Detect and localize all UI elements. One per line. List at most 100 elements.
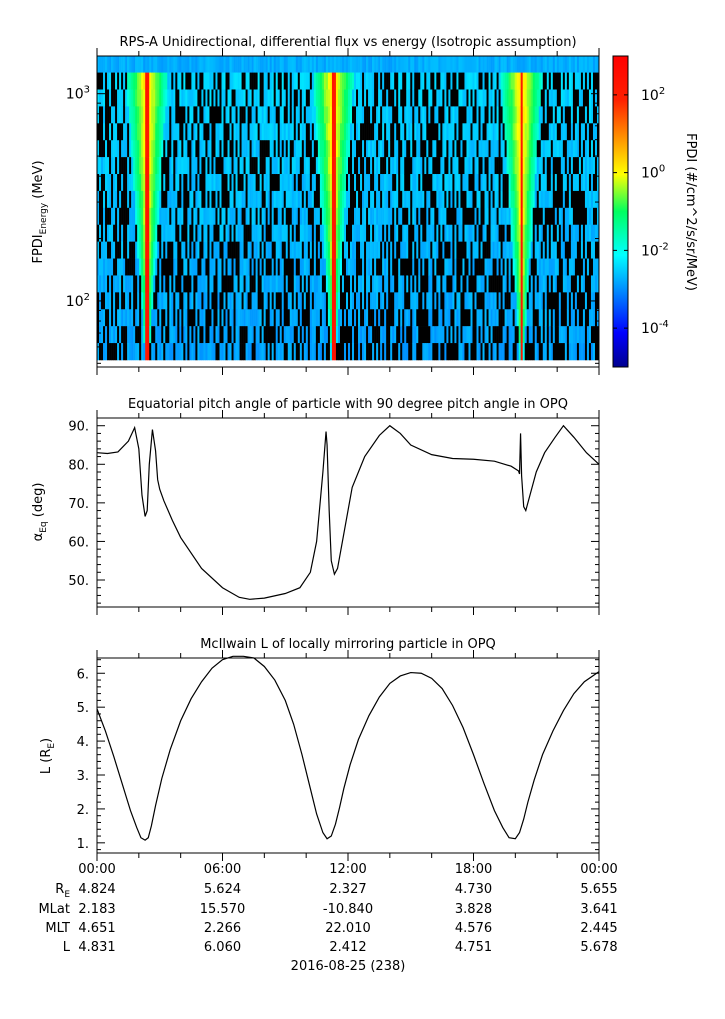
spectrogram-cell [189, 326, 192, 344]
spectrogram-cell [251, 123, 254, 141]
spectrogram-cell [468, 72, 471, 90]
spectrogram-cell [538, 89, 542, 107]
spectrogram-cell [253, 292, 256, 310]
spectrogram-cell [325, 157, 329, 175]
spectrogram-cell [536, 174, 540, 192]
spectrogram-cell [195, 343, 198, 361]
ephemeris-value: 6.060 [204, 940, 241, 955]
spectrogram-cell [446, 89, 449, 107]
spectrogram-cell [444, 275, 447, 293]
spectrogram-cell [307, 174, 311, 192]
spectrogram-cell [199, 89, 202, 107]
spectrogram-cell [159, 207, 162, 226]
spectrogram-cell [380, 224, 383, 242]
spectrogram-cell [594, 89, 598, 107]
spectrogram-cell [253, 55, 256, 73]
spectrogram-cell [592, 174, 596, 192]
spectrogram-cell [311, 89, 315, 107]
spectrogram-cell [428, 275, 431, 293]
spectrogram-cell [223, 55, 226, 73]
spectrogram-cell [432, 258, 435, 276]
mcilwain-l-panel: McIlwain L of locally mirroring particle… [39, 637, 600, 861]
spectrogram-cell [99, 140, 102, 158]
spectrogram-cell [476, 190, 479, 209]
spectrogram-cell [171, 157, 174, 175]
spectrogram-cell [366, 106, 369, 124]
spectrogram-cell [291, 106, 295, 124]
spectrogram-cell [480, 309, 483, 327]
spectrogram-cell [291, 157, 295, 175]
spectrogram-cell [472, 72, 475, 90]
spectrogram-cell [522, 326, 526, 344]
spectrogram-cell [514, 241, 517, 259]
spectrogram-cell [281, 140, 285, 158]
spectrogram-cell [103, 326, 106, 344]
spectrogram-cell [277, 174, 281, 192]
spectrogram-cell [386, 207, 389, 226]
spectrogram-cell [257, 309, 260, 327]
spectrogram-cell [125, 174, 128, 192]
spectrogram-cell [273, 123, 277, 141]
spectrogram-cell [552, 72, 556, 90]
spectrogram-cell [205, 275, 208, 293]
spectrogram-cell [378, 123, 381, 141]
spectrogram-cell [590, 89, 594, 107]
spectrogram-cell [133, 140, 136, 158]
spectrogram-cell [582, 275, 586, 293]
spectrogram-cell [520, 326, 523, 344]
spectrogram-cell [352, 72, 355, 90]
spectrogram-cell [446, 241, 449, 259]
spectrogram-cell [434, 258, 437, 276]
y-tick-label: 102 [66, 292, 90, 310]
spectrogram-cell [496, 106, 499, 124]
spectrogram-cell [277, 55, 281, 73]
spectrogram-cell [319, 275, 323, 293]
spectrogram-cell [319, 326, 323, 344]
spectrogram-cell [350, 123, 353, 141]
spectrogram-cell [299, 157, 303, 175]
spectrogram-cell [526, 275, 530, 293]
spectrogram-cell [378, 275, 381, 293]
spectrogram-cell [504, 106, 507, 124]
spectrogram-cell [358, 207, 361, 226]
spectrogram-cell [305, 241, 309, 259]
spectrogram-cell [229, 258, 232, 276]
spectrogram-cell [151, 258, 154, 276]
spectrogram-cell [259, 72, 262, 90]
spectrogram-cell [315, 292, 319, 310]
spectrogram-cell [500, 72, 503, 90]
spectrogram-cell [301, 292, 305, 310]
spectrogram-cell [145, 72, 148, 90]
spectrogram-cell [554, 174, 558, 192]
spectrogram-cell [113, 106, 116, 124]
spectrogram-cell [488, 106, 491, 124]
spectrogram-cell [496, 292, 499, 310]
spectrogram-cell [442, 275, 445, 293]
spectrogram-cell [548, 309, 552, 327]
spectrogram-cell [229, 140, 232, 158]
spectrogram-cell [490, 140, 493, 158]
spectrogram-cell [456, 55, 459, 73]
spectrogram-cell [552, 174, 556, 192]
spectrogram-cell [193, 326, 196, 344]
spectrogram-cell [135, 123, 138, 141]
spectrogram-cell [494, 207, 497, 226]
spectrogram-cell [137, 258, 140, 276]
spectrogram-cell [229, 241, 232, 259]
spectrogram-cell [556, 190, 560, 209]
spectrogram-cell [341, 72, 345, 90]
spectrogram-cell [241, 157, 244, 175]
spectrogram-cell [514, 224, 517, 242]
spectrogram-cell [558, 123, 562, 141]
spectrogram-cell [215, 207, 218, 226]
spectrogram-cell [432, 275, 435, 293]
spectrogram-cell [115, 207, 118, 226]
spectrogram-cell [568, 157, 572, 175]
spectrogram-cell [135, 157, 138, 175]
spectrogram-cell [518, 258, 521, 276]
spectrogram-cell [275, 224, 279, 242]
spectrogram-cell [526, 309, 530, 327]
spectrogram-cell [339, 174, 343, 192]
spectrogram-cell [135, 190, 138, 209]
spectrogram-cell [446, 292, 449, 310]
